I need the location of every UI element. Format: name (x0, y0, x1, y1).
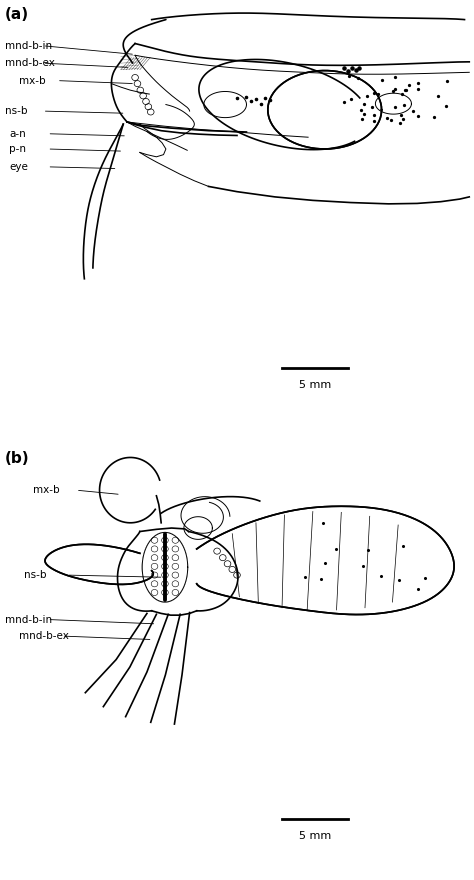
Point (233, 92, 241, 106)
Point (322, 556, 329, 570)
Point (243, 90, 250, 104)
Point (414, 76, 421, 90)
Point (397, 108, 405, 122)
Point (354, 70, 362, 84)
Text: ns-b: ns-b (5, 106, 27, 116)
Point (352, 62, 359, 77)
Point (391, 70, 399, 84)
Point (247, 94, 255, 108)
Text: mnd-b-ex: mnd-b-ex (5, 58, 55, 68)
Point (400, 112, 407, 126)
Point (348, 61, 356, 75)
Point (377, 569, 385, 583)
Point (421, 571, 428, 585)
Point (403, 84, 410, 98)
Point (396, 116, 403, 130)
Point (368, 100, 375, 114)
Text: 5 mm: 5 mm (299, 380, 331, 390)
Point (389, 84, 397, 99)
Point (414, 83, 421, 97)
Point (383, 111, 391, 125)
Point (341, 95, 348, 109)
Point (357, 103, 365, 117)
Point (374, 86, 382, 100)
Point (252, 92, 260, 106)
Text: mx-b: mx-b (33, 485, 60, 495)
Point (392, 100, 399, 114)
Point (340, 62, 347, 76)
Point (401, 83, 409, 97)
Polygon shape (268, 70, 382, 149)
Point (399, 539, 407, 553)
Point (358, 112, 366, 126)
Point (371, 114, 378, 128)
Polygon shape (197, 506, 454, 614)
Point (400, 98, 407, 112)
Point (364, 543, 372, 557)
Point (363, 89, 370, 103)
Point (370, 108, 377, 122)
Point (360, 97, 368, 111)
Point (391, 82, 399, 96)
Point (430, 110, 438, 124)
Point (434, 89, 442, 103)
Text: mnd-b-in: mnd-b-in (5, 40, 52, 51)
Text: mnd-b-ex: mnd-b-ex (19, 631, 69, 641)
Point (317, 572, 324, 586)
Point (262, 91, 269, 105)
Text: ns-b: ns-b (24, 570, 46, 580)
Point (356, 62, 363, 76)
Polygon shape (45, 545, 153, 584)
Text: mnd-b-in: mnd-b-in (5, 614, 52, 625)
Point (414, 109, 421, 123)
Polygon shape (142, 532, 188, 602)
Text: a-n: a-n (9, 128, 26, 139)
Point (370, 86, 378, 100)
Point (257, 97, 264, 111)
Point (266, 93, 274, 107)
Text: (b): (b) (5, 451, 29, 466)
Text: (a): (a) (5, 6, 29, 21)
Point (346, 70, 353, 84)
Text: mx-b: mx-b (19, 76, 46, 85)
Point (409, 104, 417, 118)
Point (378, 72, 386, 86)
Point (443, 74, 450, 88)
Point (319, 516, 327, 530)
Point (414, 582, 421, 596)
Point (442, 99, 449, 113)
Point (360, 106, 368, 121)
Point (332, 541, 340, 555)
Text: eye: eye (9, 162, 28, 172)
Point (345, 64, 352, 78)
Point (360, 559, 367, 573)
Point (347, 92, 355, 106)
Point (387, 113, 395, 127)
Text: 5 mm: 5 mm (299, 832, 331, 841)
Point (399, 87, 406, 101)
Point (395, 573, 403, 587)
Point (405, 78, 413, 92)
Text: p-n: p-n (9, 144, 27, 154)
Point (301, 570, 309, 584)
